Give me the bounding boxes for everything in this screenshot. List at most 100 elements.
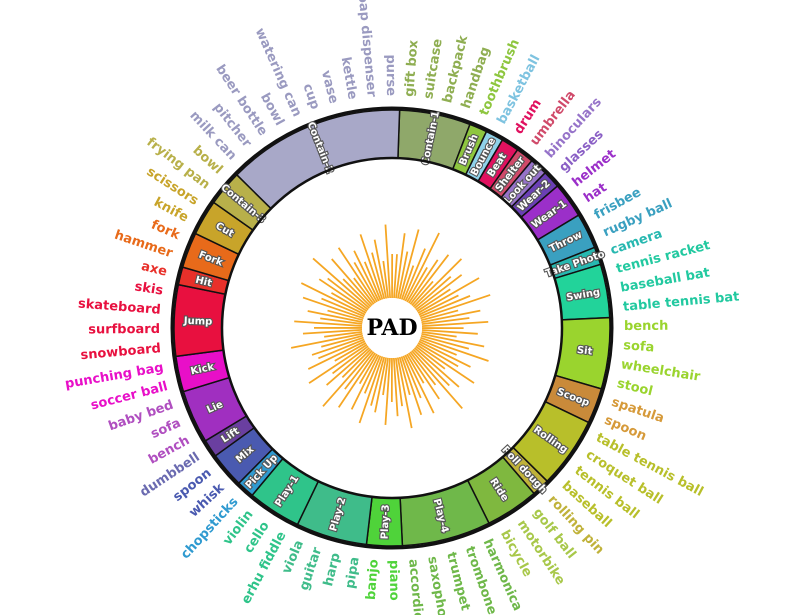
radial-bar bbox=[318, 338, 365, 360]
radial-bar bbox=[404, 354, 435, 414]
radial-bar bbox=[353, 277, 375, 305]
radial-bar bbox=[384, 357, 391, 426]
radial-bar bbox=[324, 330, 363, 338]
object-label-kettle: kettle bbox=[338, 56, 360, 101]
object-label-vase: vase bbox=[318, 69, 341, 106]
radial-bar bbox=[327, 309, 364, 322]
object-label-surfboard: surfboard bbox=[88, 322, 160, 337]
radial-bars bbox=[290, 224, 491, 429]
object-labels-layer: gift box suitcasebackpackhandbagtoothbrus… bbox=[62, 0, 741, 615]
radial-bar bbox=[421, 333, 485, 348]
radial-bar bbox=[312, 257, 371, 309]
radial-bar bbox=[393, 357, 399, 417]
ring-outer-border bbox=[170, 106, 614, 550]
object-label-purse: purse bbox=[383, 54, 398, 96]
object-label-bench: bench bbox=[624, 319, 668, 334]
radial-bar bbox=[344, 351, 375, 390]
radial-bar bbox=[420, 336, 489, 362]
radial-bar bbox=[420, 334, 470, 350]
radial-bar bbox=[404, 232, 440, 302]
radial-bar bbox=[358, 356, 384, 424]
radial-bar bbox=[382, 357, 389, 396]
radial-bar bbox=[416, 343, 475, 384]
radial-bar bbox=[331, 258, 373, 306]
center-label: PAD bbox=[366, 315, 417, 341]
radial-bar bbox=[326, 347, 370, 386]
radial-bar bbox=[334, 342, 367, 362]
radial-bar bbox=[373, 239, 388, 299]
radial-bar bbox=[374, 357, 387, 413]
radial-bar bbox=[400, 356, 423, 416]
radial-bar bbox=[409, 351, 437, 386]
radial-bar bbox=[400, 265, 415, 300]
radial-bar bbox=[302, 329, 363, 335]
segment-label-hit: Hit bbox=[194, 275, 213, 290]
radial-bar bbox=[421, 321, 489, 327]
object-label-pipa: pipa bbox=[343, 556, 363, 590]
radial-bar bbox=[321, 297, 365, 318]
radial-bar bbox=[402, 248, 426, 301]
radial-bar bbox=[412, 348, 450, 387]
radial-bar bbox=[394, 357, 403, 407]
radial-bar bbox=[419, 295, 471, 318]
object-label-accordion: accordion bbox=[405, 558, 426, 615]
radial-bar bbox=[384, 224, 391, 299]
radial-bar bbox=[417, 277, 480, 314]
radial-bar bbox=[302, 296, 364, 320]
radial-bar bbox=[327, 277, 369, 311]
radial-bar bbox=[409, 254, 450, 305]
radial-bar bbox=[331, 292, 367, 314]
radial-bar bbox=[341, 348, 372, 379]
radial-bar bbox=[421, 309, 481, 324]
object-label-stool: stool bbox=[615, 376, 654, 399]
radial-bar bbox=[411, 350, 463, 410]
radial-bar bbox=[337, 352, 377, 408]
radial-bar bbox=[421, 327, 464, 330]
radial-bar bbox=[342, 278, 372, 308]
radial-bar bbox=[321, 334, 364, 348]
object-label-harp: harp bbox=[321, 551, 344, 587]
radial-bar bbox=[294, 320, 363, 327]
radial-bar bbox=[406, 267, 428, 303]
radial-bar bbox=[421, 331, 457, 338]
object-label-skateboard: skateboard bbox=[77, 297, 161, 318]
radial-bar bbox=[358, 353, 378, 385]
segment-label-play-3: Play-3 bbox=[380, 504, 392, 539]
radial-bar bbox=[308, 343, 368, 384]
radial-bar bbox=[418, 340, 471, 368]
object-label-banjo: banjo bbox=[364, 559, 382, 601]
radial-bar bbox=[414, 276, 452, 309]
radial-bar bbox=[407, 259, 439, 304]
radial-bar bbox=[398, 229, 420, 300]
radial-bar bbox=[402, 355, 422, 399]
object-label-piano: piano bbox=[386, 560, 401, 601]
radial-bar bbox=[363, 355, 382, 394]
radial-bar bbox=[332, 345, 369, 375]
object-label-cup: cup bbox=[299, 82, 322, 112]
center-disc bbox=[362, 298, 422, 358]
radial-bar bbox=[320, 317, 363, 325]
object-label-snowboard: snowboard bbox=[80, 341, 162, 363]
segment-label-sit: Sit bbox=[576, 345, 593, 358]
radial-bar bbox=[418, 294, 459, 316]
radial-bar bbox=[413, 347, 460, 388]
radial-bar bbox=[407, 352, 440, 400]
radial-bar bbox=[359, 234, 384, 300]
radial-bar bbox=[411, 280, 434, 307]
radial-bar bbox=[322, 349, 373, 407]
radial-bar bbox=[398, 356, 411, 396]
radial-bar bbox=[300, 282, 366, 316]
radial-bar bbox=[307, 310, 363, 323]
radial-bar bbox=[406, 353, 425, 384]
radial-bar bbox=[370, 356, 386, 406]
radial-bar bbox=[350, 354, 380, 410]
object-label-sofa: sofa bbox=[623, 338, 655, 355]
segment-label-jump: Jump bbox=[183, 316, 213, 328]
radial-bar bbox=[311, 336, 364, 356]
radial-bar bbox=[371, 252, 386, 300]
radial-bar bbox=[421, 317, 470, 326]
radial-bar bbox=[412, 258, 463, 308]
ring-inner-border bbox=[220, 156, 564, 500]
radial-bar bbox=[415, 274, 463, 311]
